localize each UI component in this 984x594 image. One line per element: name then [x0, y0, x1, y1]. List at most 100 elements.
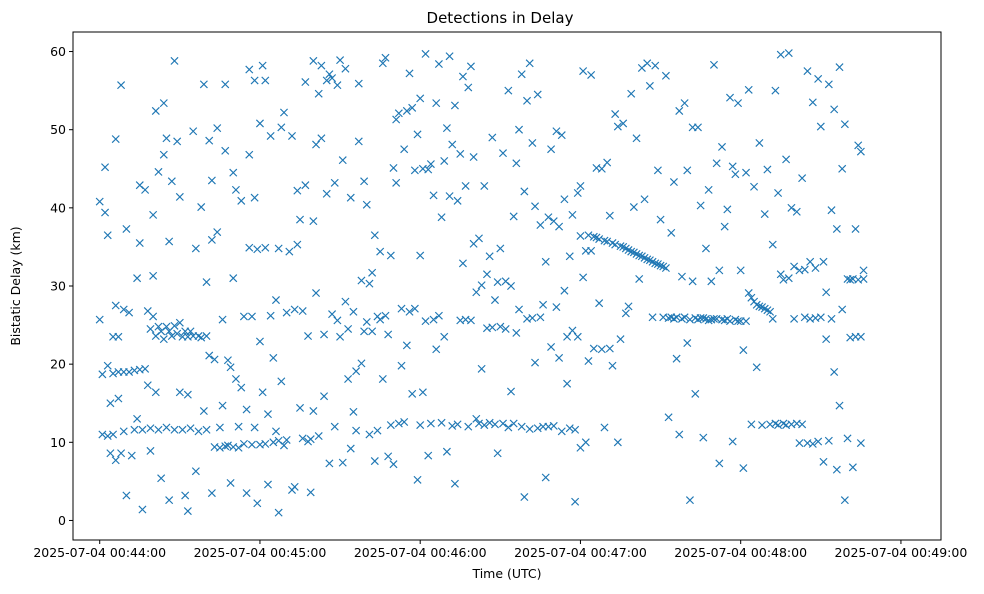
data-point [643, 255, 652, 264]
data-point [683, 339, 692, 348]
data-point [474, 234, 483, 243]
data-point [130, 425, 139, 434]
data-point [589, 344, 598, 353]
data-point [613, 438, 622, 447]
data-point [563, 332, 572, 341]
data-point [357, 276, 366, 285]
data-point [661, 71, 670, 80]
data-point [512, 328, 521, 337]
data-point [819, 457, 828, 466]
data-point [784, 49, 793, 58]
data-point [245, 243, 254, 252]
data-point [742, 168, 751, 177]
data-point [125, 367, 134, 376]
data-points [95, 49, 868, 517]
data-point [485, 418, 494, 427]
data-point [814, 437, 823, 446]
data-point [822, 335, 831, 344]
x-tick-label: 2025-07-04 00:44:00 [33, 545, 166, 560]
data-point [758, 421, 767, 430]
data-point [424, 165, 433, 174]
data-point [624, 302, 633, 311]
data-point [488, 323, 497, 332]
data-point [205, 136, 214, 145]
data-point [378, 59, 387, 68]
data-point [595, 235, 604, 244]
data-point [557, 131, 566, 140]
data-point [728, 162, 737, 171]
data-point [119, 305, 128, 314]
data-point [360, 327, 369, 336]
data-point [477, 281, 486, 290]
data-point [103, 361, 112, 370]
data-point [416, 94, 425, 103]
data-point [547, 342, 556, 351]
data-point [333, 316, 342, 325]
data-point [672, 313, 681, 322]
data-point [509, 212, 518, 221]
data-point [854, 141, 863, 150]
data-point [683, 166, 692, 175]
data-point [490, 296, 499, 305]
data-point [242, 405, 251, 414]
data-point [605, 211, 614, 220]
data-point [258, 61, 267, 70]
data-point [528, 138, 537, 147]
data-point [827, 206, 836, 215]
data-point [338, 458, 347, 467]
data-point [159, 335, 168, 344]
data-point [656, 261, 665, 270]
data-point [616, 335, 625, 344]
data-point [298, 434, 307, 443]
data-point [229, 168, 238, 177]
data-point [247, 312, 256, 321]
data-point [274, 244, 283, 253]
data-point [528, 314, 537, 323]
data-point [675, 106, 684, 115]
data-point [811, 264, 820, 273]
data-point [482, 270, 491, 279]
data-point [763, 165, 772, 174]
data-point [373, 426, 382, 435]
data-point [816, 122, 825, 131]
data-point [715, 266, 724, 275]
data-point [469, 153, 478, 162]
data-point [680, 313, 689, 322]
data-point [515, 125, 524, 134]
data-point [744, 289, 753, 298]
data-point [162, 423, 171, 432]
data-point [635, 274, 644, 283]
data-point [151, 106, 160, 115]
data-point [600, 423, 609, 432]
data-point [840, 496, 849, 505]
data-point [541, 257, 550, 266]
data-point [199, 407, 208, 416]
data-point [498, 419, 508, 428]
data-point [587, 246, 596, 255]
data-point [766, 307, 775, 316]
data-point [189, 127, 198, 136]
data-point [103, 231, 112, 240]
data-point [175, 192, 184, 201]
data-point [159, 150, 168, 159]
data-point [643, 59, 652, 68]
data-point [840, 120, 849, 129]
data-point [386, 421, 395, 430]
data-point [466, 316, 475, 325]
data-point [165, 496, 174, 505]
data-point [223, 356, 232, 365]
data-point [245, 65, 254, 74]
data-point [605, 344, 614, 353]
data-point [755, 138, 764, 147]
data-point [296, 215, 305, 224]
data-point [672, 354, 681, 363]
data-point [573, 332, 582, 341]
data-point [253, 245, 262, 254]
data-point [290, 482, 299, 491]
data-point [525, 425, 534, 434]
data-point [360, 177, 369, 186]
data-point [410, 166, 419, 175]
data-point [106, 449, 115, 458]
data-point [258, 388, 267, 397]
x-axis-label: Time (UTC) [471, 566, 541, 581]
